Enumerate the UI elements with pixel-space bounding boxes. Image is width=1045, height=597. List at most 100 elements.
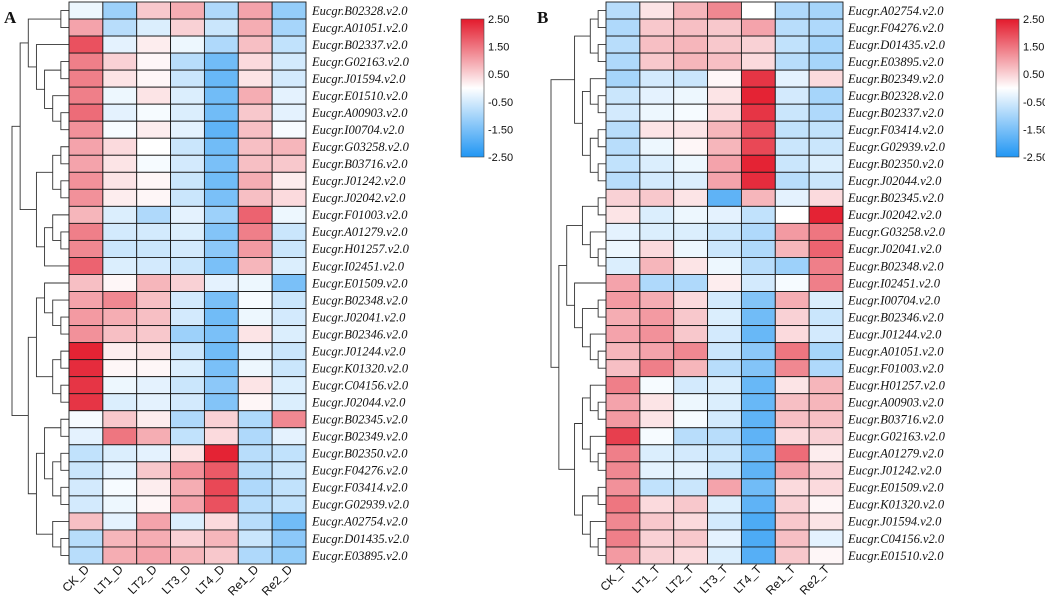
heatmap-cell xyxy=(740,171,776,190)
heatmap-cell xyxy=(102,137,138,156)
heatmap-cell xyxy=(68,35,104,54)
dendrogram-branch xyxy=(60,146,69,165)
heatmap-cell xyxy=(102,478,138,497)
heatmap-cell xyxy=(203,427,239,446)
row-label: Eucgr.B02349.v2.0 xyxy=(311,430,408,444)
heatmap-cell xyxy=(136,274,172,292)
heatmap-cell xyxy=(673,427,709,446)
heatmap-cell xyxy=(203,444,239,463)
heatmap-cell xyxy=(237,495,273,514)
heatmap-cell xyxy=(68,495,104,514)
heatmap-cell xyxy=(639,512,675,531)
heatmap-cell xyxy=(102,342,138,361)
heatmap-cell xyxy=(605,239,641,258)
heatmap-cell xyxy=(68,137,104,156)
heatmap-cell xyxy=(639,257,675,275)
row-label: Eucgr.E03895.v2.0 xyxy=(847,55,944,69)
heatmap-cell xyxy=(68,376,104,395)
heatmap-cell xyxy=(740,205,776,224)
column-label: Re2_T xyxy=(797,562,833,597)
heatmap-cell xyxy=(639,205,675,224)
heatmap-cell xyxy=(605,529,641,548)
heatmap-cell xyxy=(774,1,810,20)
dendrogram-branch xyxy=(597,538,606,556)
heatmap-cell xyxy=(605,137,641,156)
heatmap-cell xyxy=(808,86,844,105)
heatmap-cell xyxy=(774,546,810,565)
row-label: Eucgr.H01257.v2.0 xyxy=(311,242,410,256)
row-label: Eucgr.A01279.v2.0 xyxy=(847,447,944,461)
row-label: Eucgr.B02350.v2.0 xyxy=(847,157,944,171)
heatmap-cell xyxy=(740,154,776,173)
heatmap-cell xyxy=(639,461,675,480)
row-label: Eucgr.I00704.v2.0 xyxy=(311,123,405,137)
heatmap-cell xyxy=(808,69,844,88)
heatmap-cell xyxy=(102,222,138,241)
heatmap-cell xyxy=(605,410,641,429)
heatmap-cell xyxy=(271,291,307,309)
heatmap-cell xyxy=(605,52,641,71)
row-label: Eucgr.J02044.v2.0 xyxy=(847,174,942,188)
heatmap-cell xyxy=(707,393,742,412)
heatmap-cell xyxy=(673,393,709,412)
row-label: Eucgr.E01510.v2.0 xyxy=(847,549,944,563)
heatmap-cell xyxy=(673,512,709,531)
heatmap-cell xyxy=(707,69,742,88)
heatmap-cell xyxy=(237,86,273,105)
heatmap-cell xyxy=(605,274,641,292)
heatmap-cell xyxy=(774,205,810,224)
heatmap-cell xyxy=(170,342,205,361)
heatmap-cell xyxy=(68,546,104,565)
heatmap-cell xyxy=(639,222,675,241)
row-label: Eucgr.B02328.v2.0 xyxy=(311,4,408,18)
heatmap-cell xyxy=(808,35,844,54)
heatmap-cell xyxy=(707,222,742,241)
heatmap-cell xyxy=(102,308,138,327)
color-scale-tick: 1.50 xyxy=(1023,42,1044,54)
dendrogram-branch xyxy=(60,350,69,369)
heatmap-cell xyxy=(639,86,675,105)
color-scale-ticks-a: 2.50 1.50 0.50 -0.50 -1.50 -2.50 xyxy=(488,14,513,164)
heatmap-cell xyxy=(237,393,273,412)
heatmap-cell xyxy=(707,291,742,309)
row-label: Eucgr.A02754.v2.0 xyxy=(311,515,408,529)
heatmap-cell xyxy=(740,52,776,71)
heatmap-cell xyxy=(673,103,709,122)
dendrogram-branch xyxy=(597,44,606,63)
row-label: Eucgr.D01435.v2.0 xyxy=(847,38,946,52)
dendrogram-branch xyxy=(60,384,69,403)
heatmap-cell xyxy=(707,308,742,327)
heatmap-cell xyxy=(639,171,675,190)
heatmap-cell xyxy=(808,171,844,190)
heatmap-cell xyxy=(605,222,641,241)
dendrogram-branch xyxy=(574,282,606,329)
heatmap-cell xyxy=(203,410,239,429)
heatmap-cell xyxy=(639,410,675,429)
heatmap-cell xyxy=(68,410,104,429)
heatmap-cell xyxy=(237,154,273,173)
heatmap-cell xyxy=(170,529,205,548)
heatmap-cell xyxy=(673,171,709,190)
heatmap-cell xyxy=(707,274,742,292)
heatmap-cell xyxy=(673,120,709,139)
row-label: Eucgr.F03414.v2.0 xyxy=(847,123,944,137)
heatmap-cell xyxy=(203,478,239,497)
heatmap-cell xyxy=(237,359,273,378)
heatmap-cell xyxy=(673,154,709,173)
heatmap-cell xyxy=(639,359,675,378)
heatmap-cell xyxy=(707,546,742,565)
heatmap-cell xyxy=(808,103,844,122)
heatmap-cell xyxy=(68,86,104,105)
heatmap-cell xyxy=(237,444,273,463)
dendrogram-branch xyxy=(44,282,69,314)
heatmap-cell xyxy=(170,461,205,480)
heatmap-cell xyxy=(136,444,172,463)
heatmap-cell xyxy=(271,444,307,463)
dendrogram-branch xyxy=(60,10,69,28)
row-label: Eucgr.A00903.v2.0 xyxy=(311,106,408,120)
heatmap-cell xyxy=(740,325,776,344)
heatmap-cell xyxy=(605,18,641,37)
heatmap-cell xyxy=(237,325,273,344)
heatmap-cell xyxy=(237,342,273,361)
heatmap-cell xyxy=(203,120,239,139)
